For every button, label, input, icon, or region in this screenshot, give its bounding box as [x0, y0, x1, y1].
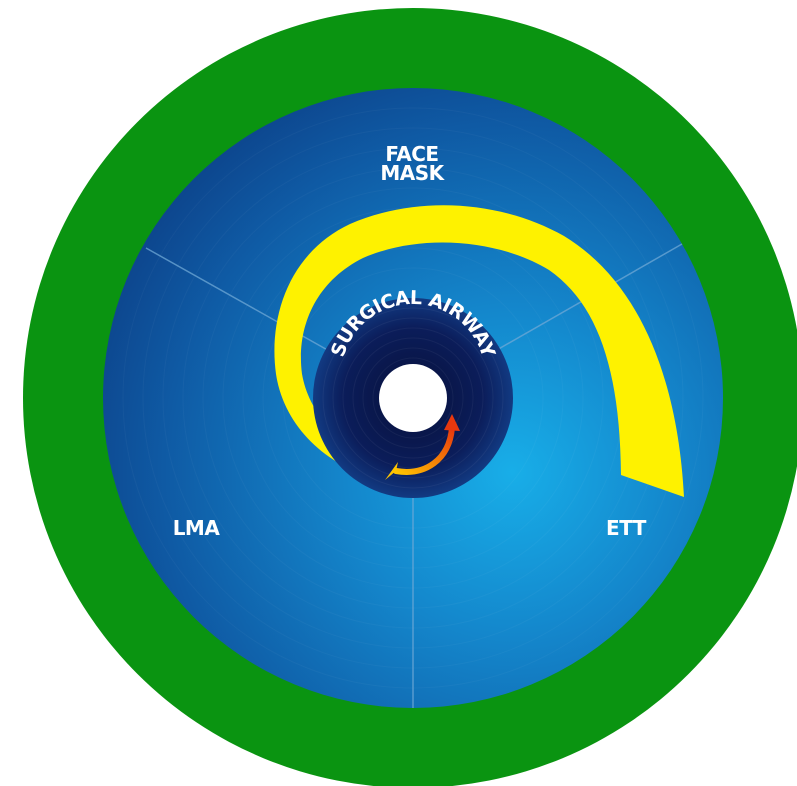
- face-mask-label-line1: FACE: [385, 142, 438, 166]
- center-texture: [322, 307, 504, 489]
- yellow-spiral: [274, 205, 684, 497]
- arrowhead-icon: [444, 414, 460, 431]
- ett-label: ETT: [606, 516, 647, 540]
- lma-label: LMA: [173, 516, 221, 540]
- face-mask-label-line2: MASK: [380, 161, 445, 185]
- spiral-arrow-tail: [385, 462, 398, 480]
- spiral-arrow: [393, 425, 455, 475]
- center-hole: [379, 364, 447, 432]
